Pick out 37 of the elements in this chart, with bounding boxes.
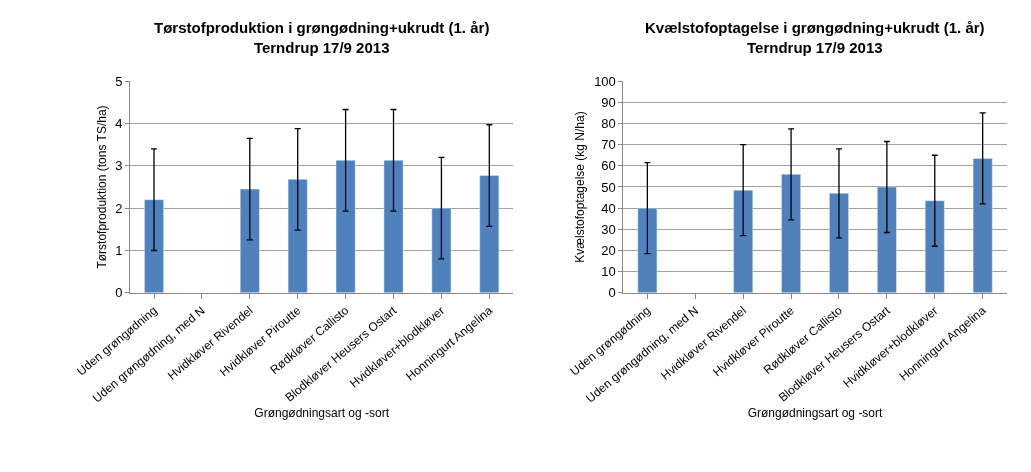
bar — [335, 160, 356, 293]
y-axis-title: Tørstofproduktion (tons TS/ha) — [94, 105, 109, 269]
y-tick-label: 10 — [601, 264, 616, 280]
y-tick-label: 0 — [115, 285, 123, 301]
x-axis-title: Grøngødningsart og -sort — [254, 406, 390, 421]
y-tick-label: 90 — [601, 94, 616, 110]
y-tick-label: 1 — [115, 243, 123, 259]
bar — [479, 175, 500, 293]
bar — [287, 179, 308, 293]
y-tick-label: 100 — [594, 73, 616, 89]
bar — [924, 200, 945, 293]
bar — [637, 207, 658, 293]
bar — [144, 199, 164, 293]
y-tick-label: 40 — [601, 200, 616, 216]
x-axis-title: Grøngødningsart og -sort — [747, 406, 884, 421]
y-tick-label: 20 — [601, 243, 616, 259]
y-tick-label: 50 — [601, 179, 616, 195]
y-tick-label: 3 — [115, 158, 123, 174]
y-tick-label: 5 — [115, 73, 123, 89]
bar — [239, 188, 260, 293]
chart-title: Tørstofproduktion i grøngødning+ukrudt (1. år) Terndrup 17/9 2013 — [154, 19, 490, 56]
y-tick-label: 80 — [601, 116, 616, 132]
chart-title: Kvælstofoptagelse i grøngødning+ukrudt (1. år) Terndrup 17/9 2013 — [645, 19, 985, 56]
bar — [383, 160, 404, 293]
bar — [972, 158, 993, 293]
y-axis-title: Kvælstofoptagelse (kg N/ha) — [573, 111, 588, 263]
bar — [829, 193, 849, 293]
bar — [877, 186, 897, 293]
y-tick-label: 70 — [601, 137, 616, 153]
bar — [733, 189, 754, 293]
y-tick-label: 30 — [601, 221, 616, 237]
y-tick-label: 60 — [601, 158, 616, 174]
bar — [781, 174, 801, 293]
y-tick-label: 0 — [608, 285, 616, 301]
y-tick-label: 4 — [115, 116, 123, 132]
y-tick-label: 2 — [115, 200, 123, 216]
bar — [431, 207, 452, 293]
